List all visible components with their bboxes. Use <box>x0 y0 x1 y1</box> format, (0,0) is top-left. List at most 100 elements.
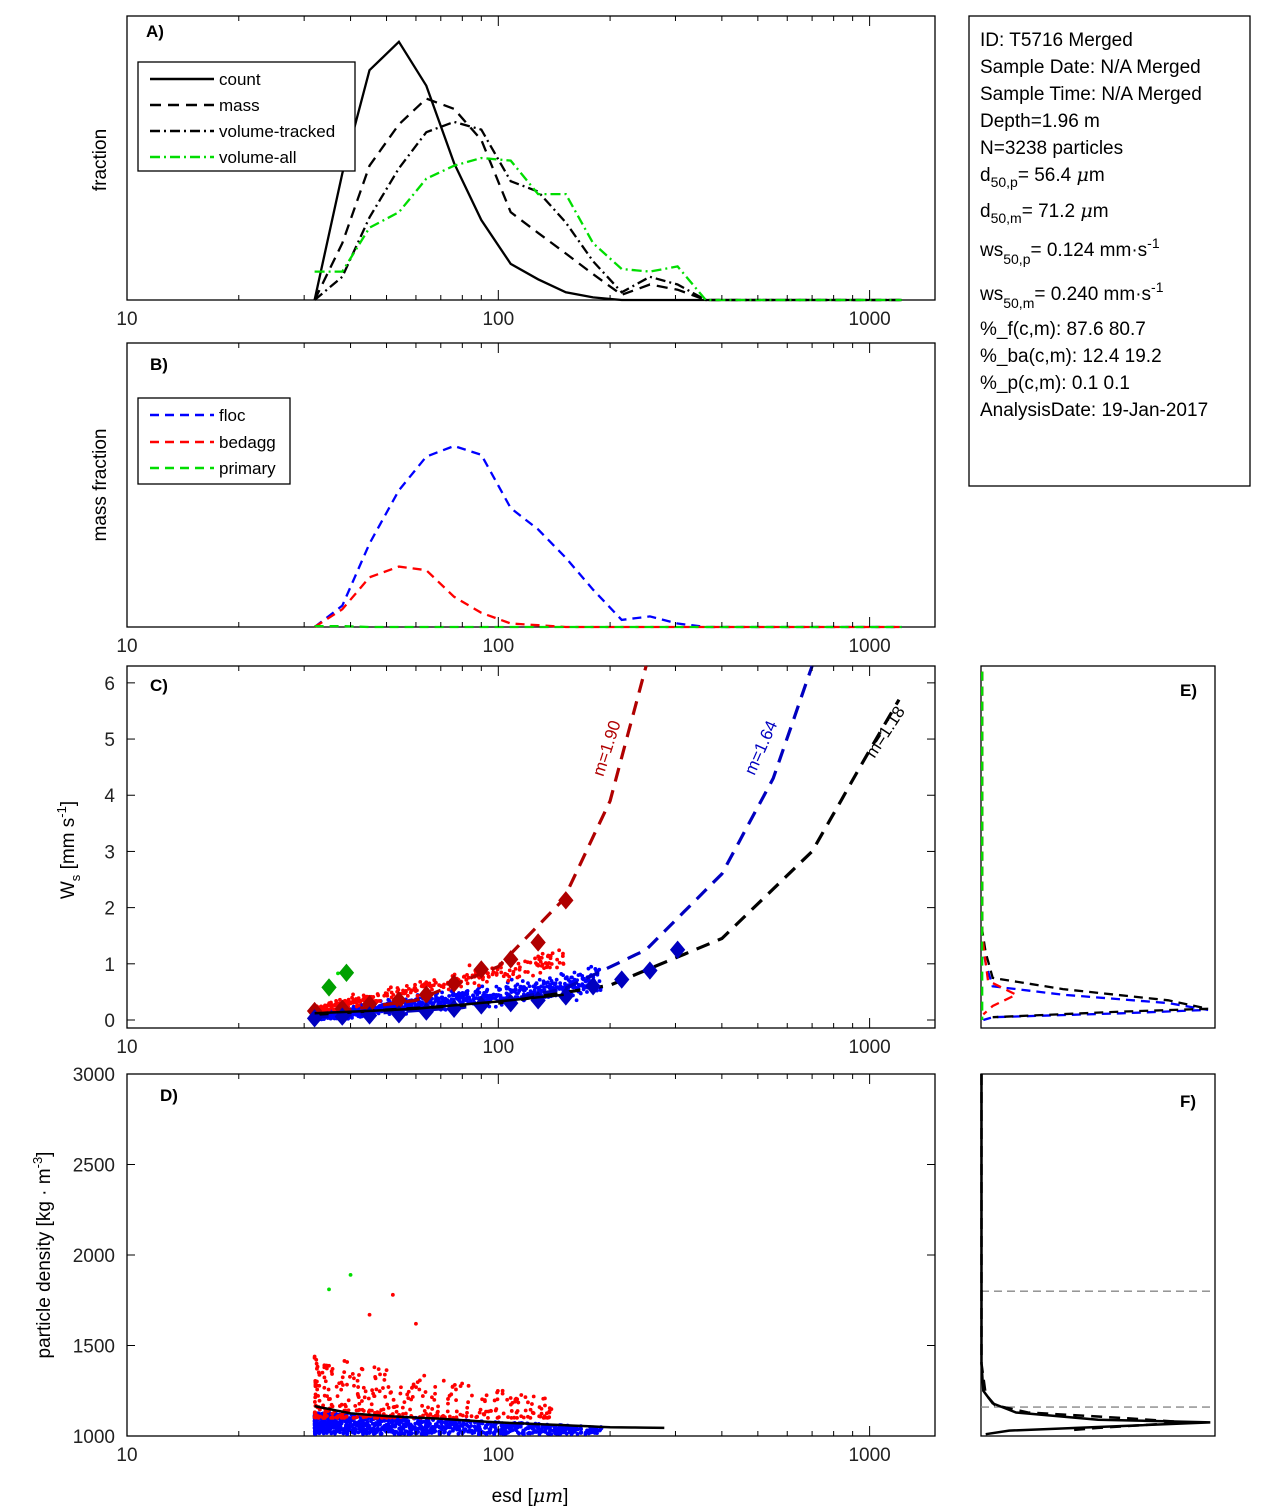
bedagg-point <box>516 1400 521 1405</box>
binned-mean-marker <box>642 961 658 980</box>
bedagg-point <box>337 1381 342 1386</box>
floc-point <box>440 1427 444 1432</box>
bedagg-point <box>323 1379 328 1384</box>
bedagg-point <box>539 1411 544 1416</box>
floc-point <box>583 979 588 983</box>
floc-point <box>559 972 564 976</box>
floc-point <box>485 993 490 998</box>
bedagg-point <box>360 1399 364 1403</box>
bedagg-point <box>446 1401 450 1406</box>
floc-point <box>537 1429 542 1434</box>
bedagg-point <box>351 992 355 997</box>
bedagg-point <box>557 948 562 953</box>
floc-point <box>569 975 574 980</box>
bedagg-point <box>372 1394 377 1399</box>
bedagg-point <box>543 961 548 965</box>
y-tick-label: 1000 <box>73 1427 115 1448</box>
mean-density-curve <box>314 1404 665 1430</box>
floc-point <box>498 1431 503 1436</box>
ws-distribution <box>981 671 1209 1019</box>
bedagg-point <box>543 1403 547 1408</box>
bedagg-point <box>352 1376 356 1381</box>
bedagg-point <box>538 970 543 975</box>
y-tick-label: 1 <box>104 955 115 976</box>
bedagg-point <box>495 1390 500 1395</box>
floc-point <box>337 1426 342 1431</box>
bedagg-point <box>420 1394 425 1398</box>
x-tick-label: 100 <box>482 636 514 657</box>
info-box: ID: T5716 Merged Sample Date: N/A Merged… <box>968 15 1251 487</box>
bedagg-point <box>375 992 380 996</box>
floc-point <box>563 1427 568 1432</box>
floc-point <box>335 1420 340 1425</box>
bedagg-point <box>433 1384 438 1389</box>
floc-point <box>419 1002 424 1006</box>
x-tick-label: 10 <box>116 309 137 330</box>
bedagg-point <box>430 1407 435 1411</box>
bedagg-point <box>485 979 489 984</box>
floc-point <box>537 977 542 982</box>
bedagg-point <box>373 1410 377 1415</box>
series-primary <box>314 624 902 629</box>
bedagg-point <box>531 973 535 978</box>
bedagg-point <box>543 1396 547 1401</box>
binned-mean-marker <box>614 970 630 989</box>
floc-point <box>586 966 591 971</box>
floc-point <box>364 1423 368 1427</box>
floc-point <box>322 1423 326 1428</box>
legend-volume-all: volume-all <box>219 148 296 167</box>
bedagg-point <box>410 1385 414 1390</box>
floc-point <box>549 1432 554 1436</box>
floc-point <box>568 979 573 984</box>
floc-point <box>389 1427 393 1431</box>
floc-point <box>539 984 544 989</box>
bedagg-point <box>315 1387 320 1392</box>
floc-point <box>409 1426 414 1431</box>
svg-text:Ws [mm s-1]: Ws [mm s-1] <box>54 801 83 899</box>
info-line-pf: %_f(c,m): 87.6 80.7 <box>980 319 1146 340</box>
bedagg-point <box>388 985 393 990</box>
bedagg-point <box>517 967 522 972</box>
bedagg-point <box>377 1389 382 1394</box>
bedagg-point <box>321 1403 326 1408</box>
floc-point <box>343 1426 348 1431</box>
bedagg-point <box>454 1398 458 1403</box>
bedagg-point <box>404 984 409 988</box>
info-line-n: N=3238 particles <box>980 138 1123 159</box>
mean-line <box>314 993 564 1015</box>
bedagg-point <box>383 1394 388 1399</box>
bedagg-point <box>480 1397 485 1402</box>
bedagg-point <box>331 1415 335 1420</box>
bedagg-point <box>330 1372 334 1376</box>
floc-point <box>330 1425 334 1430</box>
ylabel-c: Ws [mm s-1] <box>54 801 83 899</box>
floc-point <box>526 981 530 986</box>
floc-point <box>545 984 549 989</box>
density-distribution-mass <box>980 1074 1187 1432</box>
bedagg-point <box>355 1002 360 1007</box>
bedagg-point <box>507 968 512 973</box>
info-line-pp: %_p(c,m): 0.1 0.1 <box>980 373 1130 394</box>
floc-point <box>317 1424 321 1429</box>
floc-point <box>572 977 577 982</box>
floc-point <box>485 987 490 992</box>
floc-point <box>597 979 602 984</box>
axes-frame-b <box>126 342 936 628</box>
floc-point <box>520 979 525 983</box>
floc-point <box>518 1424 523 1429</box>
floc-point <box>541 981 546 986</box>
bedagg-point <box>405 993 410 998</box>
bedagg-point <box>526 1400 530 1405</box>
floc-point <box>315 1429 320 1434</box>
floc-point <box>554 977 559 982</box>
floc-point <box>456 1431 461 1436</box>
bedagg-point <box>536 962 540 967</box>
bedagg-point <box>382 993 387 998</box>
floc-point <box>598 1427 603 1432</box>
floc-point <box>484 1425 489 1430</box>
bedagg-point <box>538 1414 543 1419</box>
binned-mean-marker <box>585 977 601 996</box>
bedagg-point <box>439 984 444 989</box>
bedagg-point <box>403 1411 408 1416</box>
bedagg-point <box>515 1415 519 1420</box>
